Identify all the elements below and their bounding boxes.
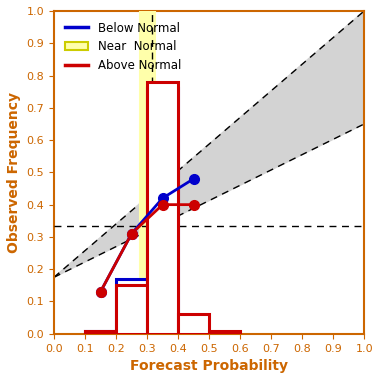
Legend: Below Normal, Near  Normal, Above Normal: Below Normal, Near Normal, Above Normal: [60, 17, 186, 77]
Bar: [178, 314, 209, 334]
Bar: [140, 11, 155, 334]
Bar: [85, 331, 116, 334]
Bar: [116, 279, 147, 334]
Bar: [116, 285, 147, 334]
X-axis label: Forecast Probability: Forecast Probability: [130, 359, 288, 373]
Bar: [209, 331, 240, 334]
Polygon shape: [54, 11, 364, 277]
Bar: [147, 82, 178, 334]
Bar: [85, 331, 116, 334]
Bar: [147, 89, 178, 334]
Y-axis label: Observed Frequency: Observed Frequency: [7, 92, 21, 253]
